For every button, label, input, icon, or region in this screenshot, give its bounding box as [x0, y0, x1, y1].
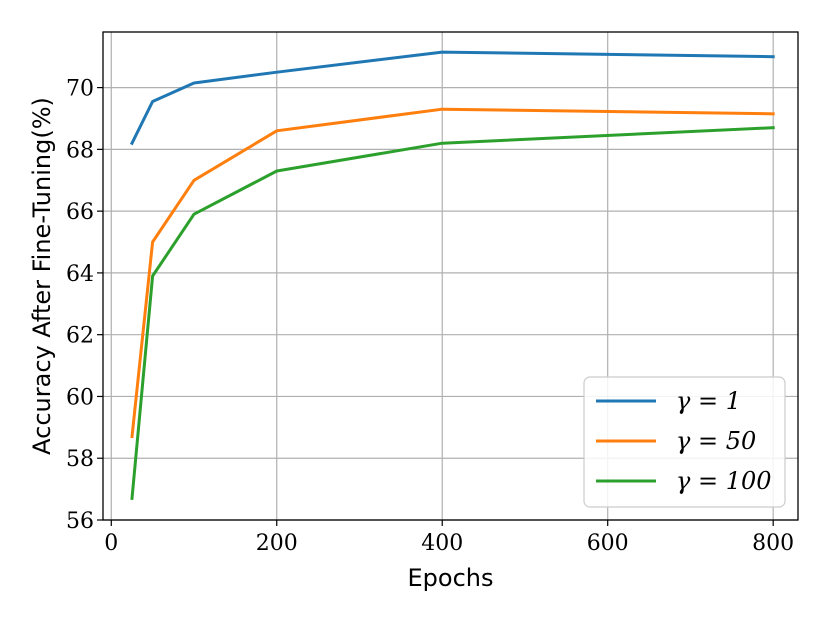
y-tick-label: 66: [66, 200, 94, 225]
x-tick-label: 600: [587, 531, 629, 556]
x-tick-label: 0: [104, 531, 118, 556]
y-tick-label: 58: [66, 447, 94, 472]
y-axis-label: Accuracy After Fine-Tuning(%): [28, 97, 56, 455]
legend-box: [583, 376, 786, 508]
x-axis-label: Epochs: [408, 564, 494, 592]
series-line-3: [130, 126, 775, 501]
y-tick-label: 68: [66, 138, 94, 163]
plot-frame: [102, 31, 799, 521]
series-line-2: [130, 107, 775, 439]
legend-label: γ = 100: [676, 467, 772, 495]
y-tick-label: 62: [66, 324, 94, 349]
y-tick-label: 56: [66, 509, 94, 534]
legend-label: γ = 1: [676, 387, 741, 415]
x-tick-label: 400: [421, 531, 463, 556]
legend-label: γ = 50: [676, 427, 756, 455]
series-lines: [129, 50, 775, 501]
x-tick-label: 200: [256, 531, 298, 556]
x-tick-label: 800: [752, 531, 794, 556]
y-tick-label: 60: [66, 385, 94, 410]
y-tick-label: 70: [66, 77, 94, 102]
y-tick-label: 64: [66, 262, 94, 287]
series-line-1: [129, 50, 775, 146]
legend: γ = 1 γ = 50 γ = 100: [583, 376, 786, 508]
axis-ticks: 0 200 400 600 800 56 58 60 62 64 66 68 70: [66, 77, 794, 556]
